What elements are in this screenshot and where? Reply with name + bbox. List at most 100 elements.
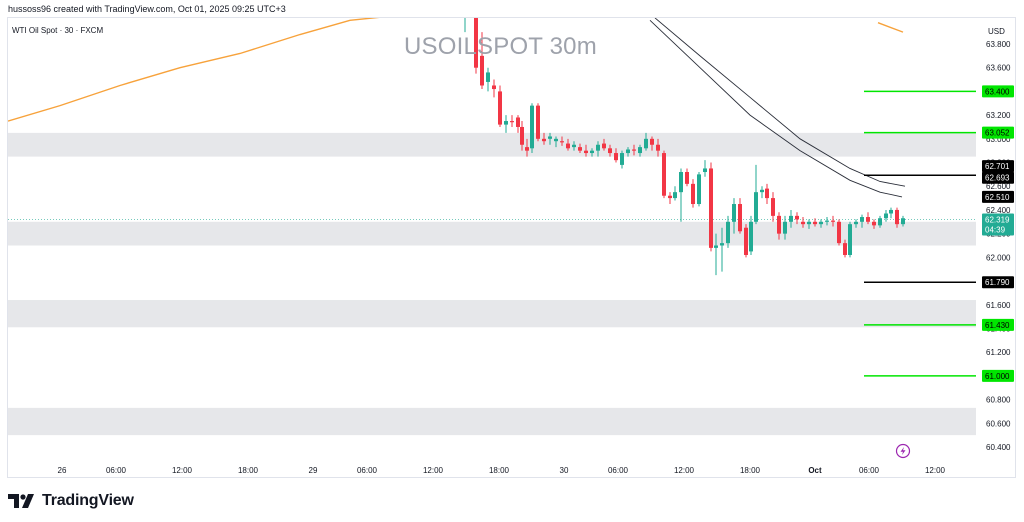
price-badge-label: 62.693 bbox=[985, 174, 1010, 183]
candle[interactable] bbox=[720, 227, 724, 272]
currency-label[interactable]: USD bbox=[988, 27, 1005, 36]
candle[interactable] bbox=[662, 150, 666, 199]
candle[interactable] bbox=[650, 136, 654, 151]
candle[interactable] bbox=[866, 212, 870, 225]
candle[interactable] bbox=[697, 172, 701, 207]
price-badge[interactable]: 63.400 bbox=[982, 85, 1014, 98]
chart-frame[interactable] bbox=[7, 17, 1016, 478]
candle[interactable] bbox=[760, 186, 764, 199]
candle[interactable] bbox=[516, 115, 520, 133]
price-tick-label: 60.600 bbox=[986, 419, 1011, 428]
candle[interactable] bbox=[807, 219, 811, 229]
flash-icon[interactable] bbox=[895, 443, 911, 459]
candle[interactable] bbox=[860, 214, 864, 228]
candle[interactable] bbox=[638, 144, 642, 157]
candle[interactable] bbox=[596, 141, 600, 157]
candle[interactable] bbox=[789, 209, 793, 228]
candle[interactable] bbox=[825, 217, 829, 226]
candle[interactable] bbox=[884, 209, 888, 222]
candle[interactable] bbox=[848, 221, 852, 258]
candle[interactable] bbox=[714, 233, 718, 276]
candle[interactable] bbox=[732, 198, 736, 234]
candle[interactable] bbox=[510, 115, 514, 127]
candle[interactable] bbox=[813, 218, 817, 227]
candle[interactable] bbox=[626, 147, 630, 157]
candle[interactable] bbox=[771, 192, 775, 222]
price-badge[interactable]: 62.701 bbox=[982, 160, 1014, 173]
candle[interactable] bbox=[691, 179, 695, 208]
candle[interactable] bbox=[843, 239, 847, 258]
tradingview-logo[interactable]: TradingView bbox=[8, 491, 134, 511]
candle[interactable] bbox=[614, 148, 618, 163]
candle[interactable] bbox=[542, 132, 546, 145]
candle[interactable] bbox=[554, 136, 558, 148]
candle[interactable] bbox=[795, 212, 799, 225]
candle[interactable] bbox=[632, 144, 636, 156]
candle[interactable] bbox=[520, 121, 524, 151]
candle-body bbox=[608, 148, 612, 154]
candle[interactable] bbox=[801, 217, 805, 228]
candle[interactable] bbox=[525, 138, 529, 157]
candle[interactable] bbox=[498, 85, 502, 127]
candle[interactable] bbox=[572, 141, 576, 151]
price-tick-label: 63.800 bbox=[986, 40, 1011, 49]
candle[interactable] bbox=[560, 136, 564, 146]
candle[interactable] bbox=[889, 207, 893, 219]
candle[interactable] bbox=[744, 224, 748, 258]
candle[interactable] bbox=[492, 79, 496, 98]
price-badge[interactable]: 61.790 bbox=[982, 276, 1014, 289]
candle[interactable] bbox=[620, 150, 624, 169]
candle[interactable] bbox=[679, 168, 683, 222]
candle[interactable] bbox=[536, 103, 540, 142]
candle[interactable] bbox=[685, 168, 689, 187]
price-badge[interactable]: 63.052 bbox=[982, 126, 1014, 139]
candle-body bbox=[789, 215, 793, 222]
candle[interactable] bbox=[480, 32, 484, 90]
price-badge[interactable]: 61.000 bbox=[982, 369, 1014, 382]
candle[interactable] bbox=[901, 215, 905, 227]
support-resistance-zone bbox=[8, 221, 976, 246]
candle[interactable] bbox=[854, 219, 858, 228]
candle[interactable] bbox=[738, 198, 742, 234]
candle[interactable] bbox=[548, 132, 552, 145]
candle[interactable] bbox=[566, 138, 570, 151]
candle[interactable] bbox=[831, 215, 835, 227]
candle[interactable] bbox=[584, 144, 588, 157]
candle[interactable] bbox=[749, 215, 753, 255]
candle[interactable] bbox=[709, 162, 713, 252]
candle[interactable] bbox=[504, 115, 508, 133]
candle[interactable] bbox=[530, 103, 534, 154]
candle[interactable] bbox=[703, 160, 707, 177]
symbol-label[interactable]: WTI Oil Spot · 30 · FXCM bbox=[12, 26, 104, 35]
candle[interactable] bbox=[668, 192, 672, 205]
candle[interactable] bbox=[872, 219, 876, 229]
candle[interactable] bbox=[726, 215, 730, 248]
candle[interactable] bbox=[878, 215, 882, 228]
price-badge[interactable]: 62.693 bbox=[982, 171, 1014, 184]
price-badge-label: 63.400 bbox=[985, 87, 1010, 96]
candle[interactable] bbox=[474, 8, 478, 74]
candle[interactable] bbox=[608, 144, 612, 157]
candle[interactable] bbox=[819, 219, 823, 228]
candle[interactable] bbox=[765, 183, 769, 205]
price-tick-label: 61.200 bbox=[986, 348, 1011, 357]
candle[interactable] bbox=[578, 143, 582, 154]
candle[interactable] bbox=[463, 8, 467, 33]
candle[interactable] bbox=[590, 148, 594, 157]
candle[interactable] bbox=[777, 212, 781, 240]
candle[interactable] bbox=[602, 138, 606, 151]
candle[interactable] bbox=[644, 132, 648, 151]
candle[interactable] bbox=[656, 138, 660, 157]
candle[interactable] bbox=[486, 67, 490, 92]
candle-body bbox=[884, 213, 888, 219]
price-badge[interactable]: 61.430 bbox=[982, 318, 1014, 331]
candle[interactable] bbox=[837, 219, 841, 246]
candle[interactable] bbox=[673, 186, 677, 201]
candle[interactable] bbox=[783, 215, 787, 240]
candle[interactable] bbox=[895, 207, 899, 228]
candle[interactable] bbox=[754, 164, 758, 225]
price-badge[interactable]: 62.510 bbox=[982, 190, 1014, 203]
candle-body bbox=[548, 136, 552, 139]
